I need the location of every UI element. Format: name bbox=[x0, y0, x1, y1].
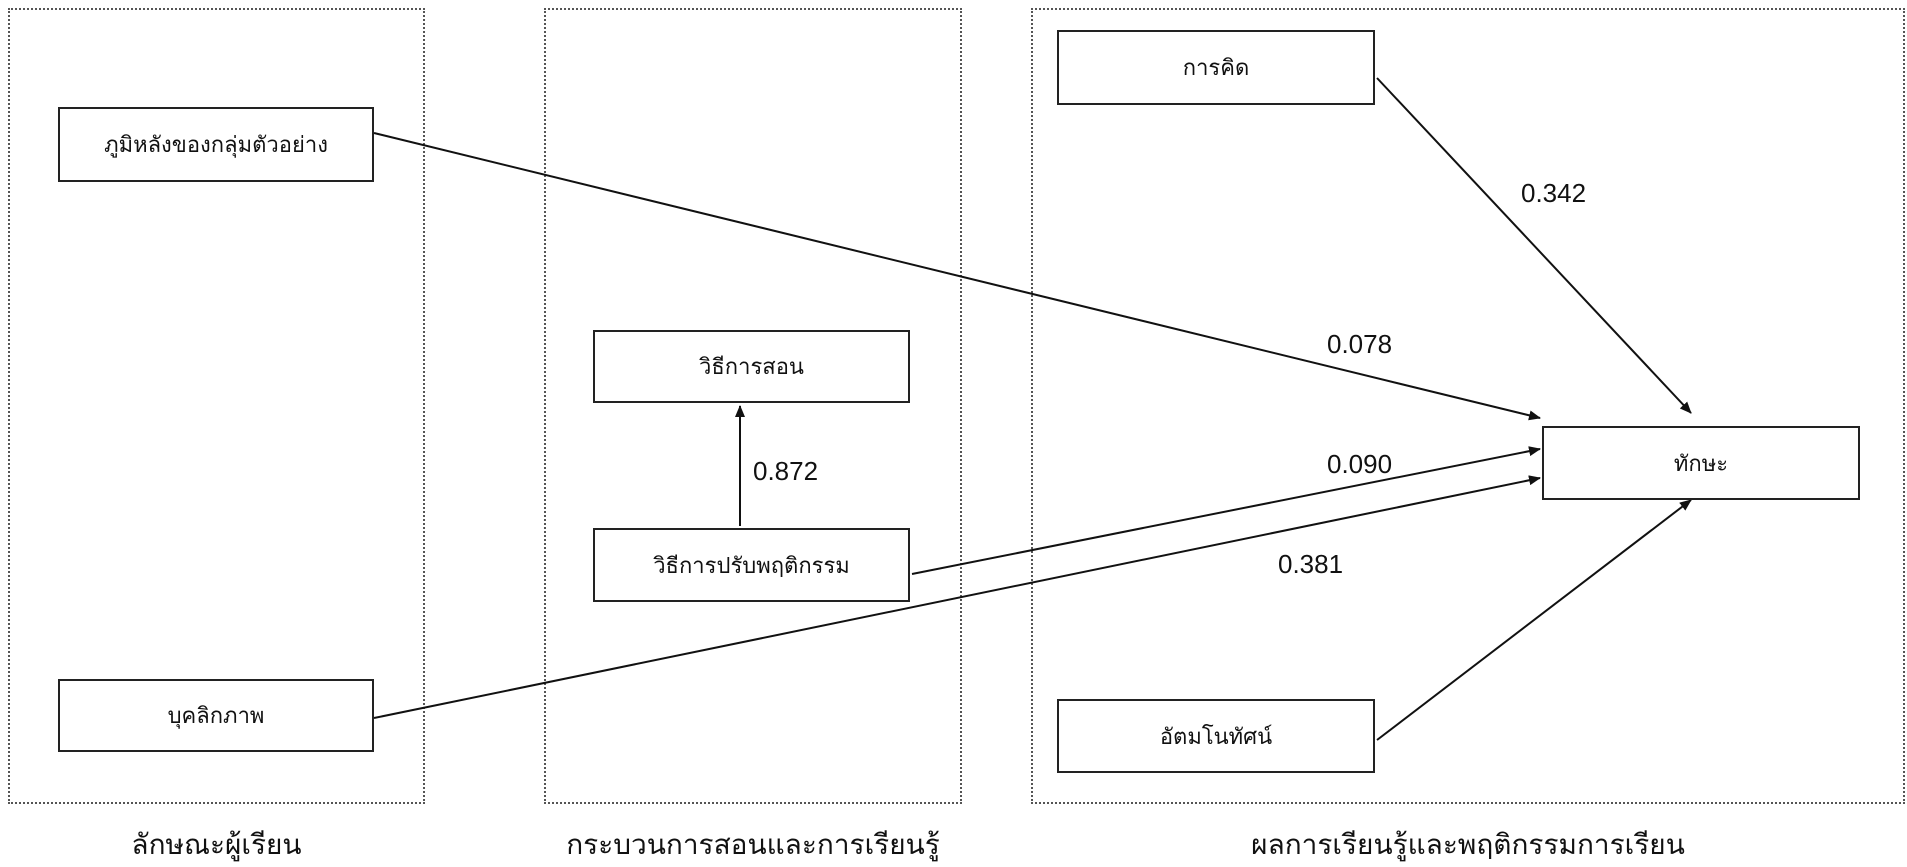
coef-background-to-skill: 0.078 bbox=[1327, 329, 1393, 359]
edge-behavior-to-skill bbox=[911, 446, 1541, 575]
caption-teaching: กระบวนการสอนและการเรียนรู้ bbox=[566, 828, 940, 861]
node-personality: บุคลิกภาพ bbox=[58, 679, 374, 752]
coef-personality-to-skill: 0.381 bbox=[1278, 549, 1344, 579]
coef-behavior-to-skill: 0.090 bbox=[1327, 449, 1393, 479]
caption-learner: ลักษณะผู้เรียน bbox=[131, 828, 302, 861]
edge-personality-to-skill bbox=[373, 475, 1541, 719]
outcome-panel bbox=[1031, 8, 1905, 804]
teaching-panel bbox=[544, 8, 962, 804]
node-background: ภูมิหลังของกลุ่มตัวอย่าง bbox=[58, 107, 374, 182]
node-behavior-method: วิธีการปรับพฤติกรรม bbox=[593, 528, 910, 602]
node-self-concept: อัตมโนทัศน์ bbox=[1057, 699, 1375, 773]
coef-thinking-to-skill: 0.342 bbox=[1521, 178, 1587, 208]
edge-selfconcept-to-skill bbox=[1376, 499, 1692, 741]
caption-outcome: ผลการเรียนรู้และพฤติกรรมการเรียน bbox=[1251, 828, 1685, 861]
coef-behavior-to-teaching: 0.872 bbox=[753, 456, 819, 486]
learner-panel bbox=[8, 8, 425, 804]
node-thinking: การคิด bbox=[1057, 30, 1375, 105]
edge-thinking-to-skill bbox=[1376, 77, 1692, 414]
node-skill: ทักษะ bbox=[1542, 426, 1860, 500]
node-teaching-method: วิธีการสอน bbox=[593, 330, 910, 403]
edge-background-to-skill bbox=[373, 132, 1541, 421]
